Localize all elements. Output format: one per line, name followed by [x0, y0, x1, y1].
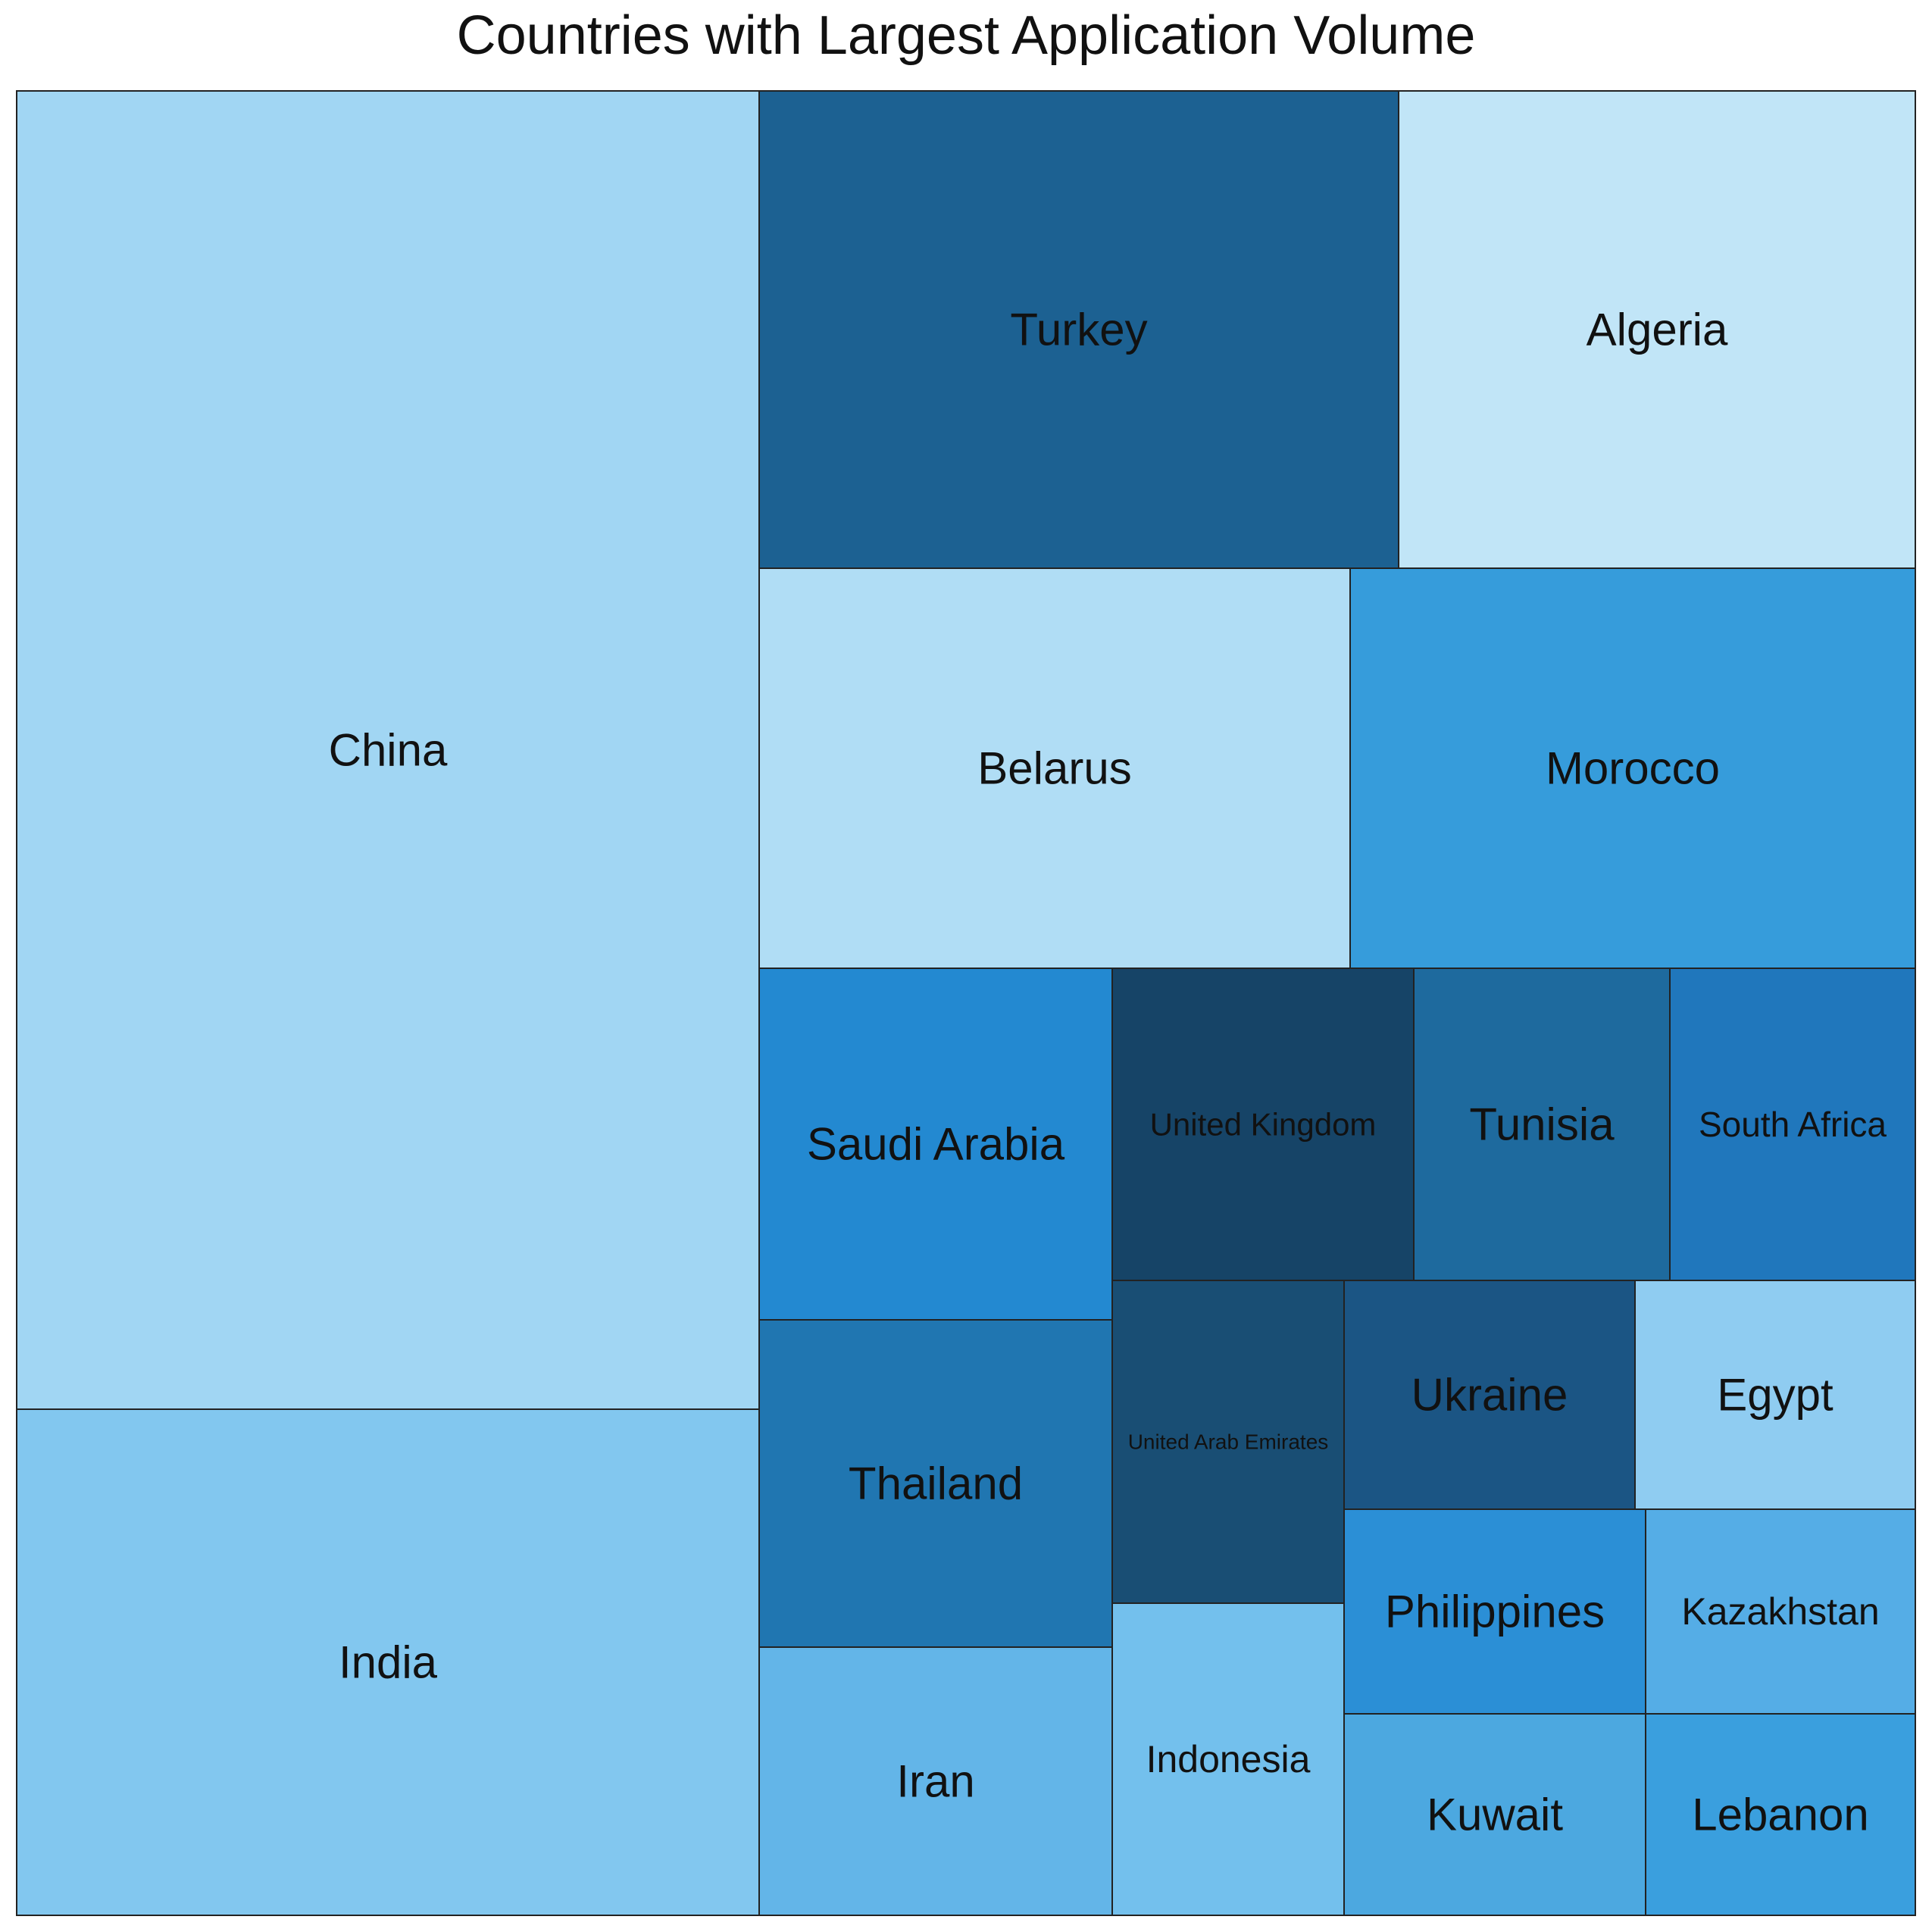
- tile-saudi-arabia: [758, 968, 1113, 1321]
- tile-label-thailand: Thailand: [849, 1458, 1023, 1509]
- tile-tunisia: [1413, 968, 1671, 1281]
- tile-indonesia: [1111, 1602, 1345, 1916]
- tile-label-indonesia: Indonesia: [1146, 1738, 1311, 1780]
- tile-label-kazakhstan: Kazakhstan: [1681, 1590, 1879, 1633]
- tile-label-lebanon: Lebanon: [1692, 1790, 1869, 1840]
- tile-label-china: China: [329, 725, 448, 776]
- tile-label-south-africa: South Africa: [1699, 1105, 1887, 1144]
- tile-south-africa: [1669, 968, 1916, 1281]
- tile-philippines: [1343, 1508, 1646, 1715]
- tile-lebanon: [1645, 1713, 1916, 1916]
- tile-label-united-arab-emirates: United Arab Emirates: [1128, 1430, 1329, 1454]
- tile-label-ukraine: Ukraine: [1411, 1370, 1568, 1421]
- tile-egypt: [1634, 1280, 1916, 1510]
- tile-thailand: [758, 1319, 1113, 1648]
- tile-label-saudi-arabia: Saudi Arabia: [807, 1119, 1065, 1170]
- tile-label-tunisia: Tunisia: [1469, 1099, 1615, 1150]
- tile-label-egypt: Egypt: [1717, 1370, 1834, 1421]
- tile-kazakhstan: [1645, 1508, 1916, 1715]
- tile-label-turkey: Turkey: [1010, 305, 1147, 355]
- tile-label-iran: Iran: [896, 1756, 974, 1807]
- tile-morocco: [1349, 567, 1916, 969]
- chart-title: Countries with Largest Application Volum…: [456, 5, 1476, 66]
- tile-ukraine: [1343, 1280, 1636, 1510]
- tile-label-united-kingdom: United Kingdom: [1150, 1107, 1377, 1143]
- tile-algeria: [1398, 90, 1916, 569]
- tile-turkey: [758, 90, 1399, 569]
- tile-label-philippines: Philippines: [1385, 1587, 1605, 1637]
- tile-india: [16, 1408, 760, 1916]
- tile-kuwait: [1343, 1713, 1646, 1916]
- tile-china: [16, 90, 760, 1410]
- tile-label-algeria: Algeria: [1587, 305, 1728, 355]
- tile-label-belarus: Belarus: [977, 743, 1131, 794]
- tile-united-kingdom: [1111, 968, 1415, 1281]
- tile-label-morocco: Morocco: [1546, 743, 1720, 794]
- tile-label-kuwait: Kuwait: [1427, 1790, 1563, 1840]
- tile-label-india: India: [339, 1637, 438, 1688]
- tile-iran: [758, 1646, 1113, 1916]
